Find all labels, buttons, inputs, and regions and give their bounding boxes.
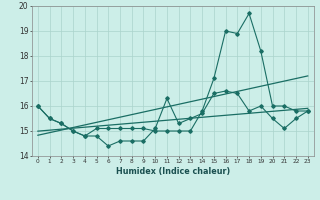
- X-axis label: Humidex (Indice chaleur): Humidex (Indice chaleur): [116, 167, 230, 176]
